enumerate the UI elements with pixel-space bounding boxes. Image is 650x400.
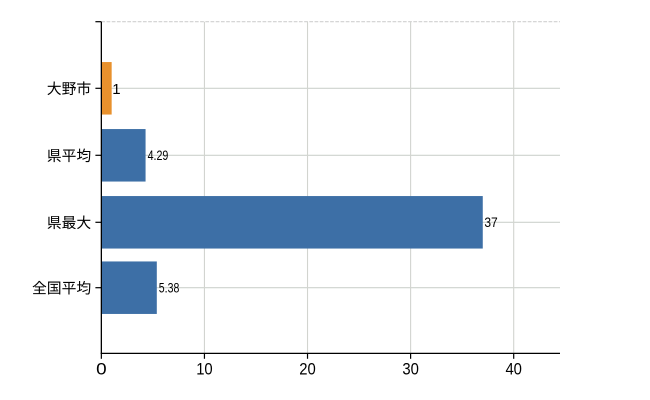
svg-text:20: 20 bbox=[299, 361, 316, 379]
svg-text:30: 30 bbox=[402, 361, 419, 379]
svg-text:0: 0 bbox=[96, 361, 107, 379]
svg-text:4.29: 4.29 bbox=[148, 148, 169, 163]
svg-text:5.38: 5.38 bbox=[159, 281, 180, 296]
svg-text:37: 37 bbox=[484, 215, 497, 230]
svg-text:10: 10 bbox=[196, 361, 213, 379]
svg-text:1: 1 bbox=[112, 81, 120, 98]
svg-text:40: 40 bbox=[505, 361, 522, 379]
